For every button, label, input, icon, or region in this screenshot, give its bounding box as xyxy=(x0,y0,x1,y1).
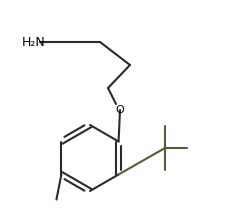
Text: H₂N: H₂N xyxy=(22,35,45,48)
Text: O: O xyxy=(115,105,124,115)
